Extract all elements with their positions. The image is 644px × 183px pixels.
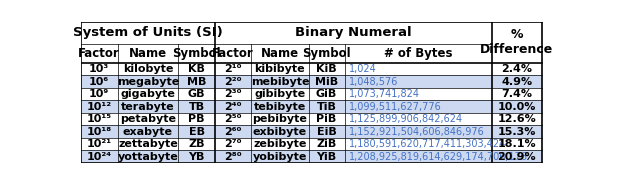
Text: 2¹⁰: 2¹⁰ <box>224 64 242 74</box>
Bar <box>492 22 542 63</box>
Text: 2⁸⁰: 2⁸⁰ <box>224 152 242 162</box>
Text: pebibyte: pebibyte <box>252 114 307 124</box>
Text: ZB: ZB <box>188 139 205 149</box>
Text: Symbol: Symbol <box>302 47 351 60</box>
Text: GB: GB <box>188 89 205 99</box>
Text: 10⁹: 10⁹ <box>89 89 109 99</box>
Text: Name: Name <box>261 47 299 60</box>
Text: 2.4%: 2.4% <box>501 64 532 74</box>
Bar <box>80 113 542 125</box>
Text: 2⁴⁰: 2⁴⁰ <box>224 102 242 112</box>
Bar <box>80 100 542 113</box>
Text: Symbol: Symbol <box>172 47 221 60</box>
Text: 10²¹: 10²¹ <box>87 139 112 149</box>
Bar <box>80 88 542 100</box>
Bar <box>80 125 542 138</box>
Text: KiB: KiB <box>316 64 337 74</box>
Text: kibibyte: kibibyte <box>254 64 305 74</box>
Text: exbibyte: exbibyte <box>253 127 307 137</box>
Text: 1,073,741,824: 1,073,741,824 <box>348 89 419 99</box>
Text: 12.6%: 12.6% <box>497 114 536 124</box>
Text: Factor: Factor <box>79 47 120 60</box>
Text: YB: YB <box>188 152 205 162</box>
Text: mebibyte: mebibyte <box>251 76 309 87</box>
Text: PB: PB <box>188 114 205 124</box>
Text: 2⁶⁰: 2⁶⁰ <box>225 127 242 137</box>
Text: kilobyte: kilobyte <box>123 64 173 74</box>
Bar <box>80 63 542 75</box>
Text: 1,048,576: 1,048,576 <box>348 76 398 87</box>
Text: tebibyte: tebibyte <box>254 102 306 112</box>
Text: 15.3%: 15.3% <box>498 127 536 137</box>
Text: Binary Numeral: Binary Numeral <box>295 26 412 39</box>
Text: petabyte: petabyte <box>120 114 176 124</box>
Text: %
Difference: % Difference <box>480 28 553 56</box>
Text: 20.9%: 20.9% <box>497 152 536 162</box>
Bar <box>80 22 215 44</box>
Text: System of Units (SI): System of Units (SI) <box>73 26 223 39</box>
Text: PiB: PiB <box>316 114 337 124</box>
Text: 10.0%: 10.0% <box>498 102 536 112</box>
Text: 2⁵⁰: 2⁵⁰ <box>224 114 242 124</box>
Bar <box>80 75 542 88</box>
Text: Factor: Factor <box>213 47 254 60</box>
Text: yobibyte: yobibyte <box>252 152 307 162</box>
Text: gigabyte: gigabyte <box>120 89 175 99</box>
Text: 1,099,511,627,776: 1,099,511,627,776 <box>348 102 441 112</box>
Text: 10¹²: 10¹² <box>87 102 112 112</box>
Text: 4.9%: 4.9% <box>501 76 533 87</box>
Text: megabyte: megabyte <box>117 76 179 87</box>
Text: YiB: YiB <box>316 152 337 162</box>
Bar <box>80 138 542 150</box>
Text: 7.4%: 7.4% <box>501 89 532 99</box>
Text: 2⁷⁰: 2⁷⁰ <box>224 139 242 149</box>
Bar <box>80 150 542 163</box>
Text: TiB: TiB <box>317 102 337 112</box>
Text: 1,152,921,504,606,846,976: 1,152,921,504,606,846,976 <box>348 127 484 137</box>
Text: 10³: 10³ <box>89 64 109 74</box>
Bar <box>80 44 492 63</box>
Text: 1,125,899,906,842,624: 1,125,899,906,842,624 <box>348 114 462 124</box>
Text: MiB: MiB <box>315 76 338 87</box>
Text: MB: MB <box>187 76 206 87</box>
Text: 1,180,591,620,717,411,303,424: 1,180,591,620,717,411,303,424 <box>348 139 506 149</box>
Text: zettabyte: zettabyte <box>118 139 178 149</box>
Text: 10⁶: 10⁶ <box>89 76 109 87</box>
Text: exabyte: exabyte <box>123 127 173 137</box>
Bar <box>215 22 492 44</box>
Text: terabyte: terabyte <box>121 102 175 112</box>
Text: 18.1%: 18.1% <box>497 139 536 149</box>
Text: yottabyte: yottabyte <box>117 152 178 162</box>
Text: 10¹⁸: 10¹⁸ <box>86 127 112 137</box>
Text: 2²⁰: 2²⁰ <box>224 76 242 87</box>
Text: 10²⁴: 10²⁴ <box>87 152 112 162</box>
Text: 1,024: 1,024 <box>348 64 376 74</box>
Text: EB: EB <box>189 127 205 137</box>
Text: 2³⁰: 2³⁰ <box>224 89 242 99</box>
Text: TB: TB <box>189 102 205 112</box>
Text: gibibyte: gibibyte <box>254 89 305 99</box>
Text: KB: KB <box>188 64 205 74</box>
Text: # of Bytes: # of Bytes <box>384 47 452 60</box>
Text: 1,208,925,819,614,629,174,706,176: 1,208,925,819,614,629,174,706,176 <box>348 152 527 162</box>
Text: EiB: EiB <box>317 127 336 137</box>
Text: zebibyte: zebibyte <box>253 139 307 149</box>
Text: Name: Name <box>129 47 167 60</box>
Text: 10¹⁵: 10¹⁵ <box>87 114 112 124</box>
Text: GiB: GiB <box>316 89 337 99</box>
Text: ZiB: ZiB <box>316 139 337 149</box>
